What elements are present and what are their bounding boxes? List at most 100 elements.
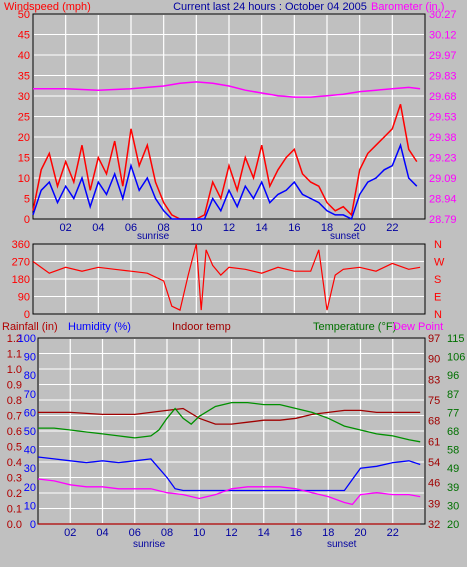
humidity-tick-label: 50 [24, 426, 36, 438]
humidity-tick-label: 10 [24, 500, 36, 512]
barometer-tick-label: 29.53 [429, 112, 457, 124]
direction-tick-label: 90 [18, 292, 30, 304]
indoor-temp-tick-label: 54 [428, 457, 440, 469]
x-tick-label: 10 [190, 222, 202, 234]
x-tick-label: 08 [158, 222, 170, 234]
indoor-temp-tick-label: 97 [428, 333, 440, 345]
temperature-tick-label: 20 [447, 519, 459, 531]
rainfall-axis-title: Rainfall (in) [2, 321, 58, 333]
compass-tick-label: S [434, 274, 441, 286]
sunrise-label-1: sunrise [137, 231, 170, 242]
humidity-tick-label: 0 [30, 519, 36, 531]
x-tick-label: 20 [354, 222, 366, 234]
rainfall-tick-label: 0.8 [7, 395, 22, 407]
direction-tick-label: 270 [12, 257, 30, 269]
barometer-tick-label: 29.68 [429, 91, 457, 103]
barometer-tick-label: 30.12 [429, 30, 457, 42]
temperature-tick-label: 87 [447, 389, 459, 401]
temperature-tick-label: 115 [447, 333, 465, 345]
x-tick-label: 10 [193, 527, 205, 539]
humidity-tick-label: 90 [24, 352, 36, 364]
direction-tick-label: 180 [12, 274, 30, 286]
windspeed-tick-label: 5 [24, 194, 30, 206]
humidity-tick-label: 100 [18, 333, 36, 345]
windspeed-tick-label: 40 [18, 50, 30, 62]
windspeed-tick-label: 15 [18, 153, 30, 165]
sunset-label-1: sunset [330, 231, 360, 242]
temperature-tick-label: 106 [447, 352, 465, 364]
rainfall-tick-label: 0.3 [7, 473, 22, 485]
x-tick-label: 16 [288, 222, 300, 234]
humidity-tick-label: 80 [24, 370, 36, 382]
barometer-tick-label: 29.38 [429, 132, 457, 144]
x-tick-label: 04 [92, 222, 104, 234]
x-tick-label: 16 [290, 527, 302, 539]
x-tick-label: 06 [129, 527, 141, 539]
rainfall-tick-label: 0.6 [7, 426, 22, 438]
rainfall-tick-label: 0.0 [7, 519, 22, 531]
windspeed-tick-label: 50 [18, 9, 30, 21]
indoor-temp-tick-label: 39 [428, 498, 440, 510]
chart-title: Current last 24 hours : October 04 2005 [173, 1, 367, 13]
x-tick-label: 22 [386, 222, 398, 234]
windspeed-axis-title: Windspeed (mph) [4, 1, 91, 13]
windspeed-tick-label: 30 [18, 91, 30, 103]
x-tick-label: 12 [225, 527, 237, 539]
x-tick-label: 02 [64, 527, 76, 539]
barometer-tick-label: 30.27 [429, 9, 457, 21]
humidity-tick-label: 20 [24, 482, 36, 494]
x-tick-label: 08 [161, 527, 173, 539]
indoor-temp-tick-label: 75 [428, 395, 440, 407]
barometer-tick-label: 29.83 [429, 71, 457, 83]
temperature-tick-label: 30 [447, 500, 459, 512]
direction-tick-label: 0 [24, 309, 30, 321]
barometer-tick-label: 29.97 [429, 50, 457, 62]
windspeed-tick-label: 20 [18, 132, 30, 144]
rainfall-tick-label: 0.4 [7, 457, 22, 469]
indoor-temp-title: Indoor temp [172, 321, 231, 333]
sunset-label-2: sunset [327, 539, 357, 550]
barometer-tick-label: 29.09 [429, 173, 457, 185]
temperature-tick-label: 39 [447, 482, 459, 494]
compass-tick-label: W [434, 257, 445, 269]
compass-tick-label: N [434, 239, 442, 251]
indoor-temp-tick-label: 83 [428, 374, 440, 386]
dew-point-line [37, 478, 421, 506]
humidity-tick-label: 30 [24, 463, 36, 475]
x-tick-label: 04 [96, 527, 108, 539]
rainfall-tick-label: 0.5 [7, 442, 22, 454]
temperature-humidity-panel: 1.21.11.00.90.80.70.60.50.40.30.20.10.01… [7, 333, 466, 539]
barometer-axis-title: Barometer (in.) [371, 1, 444, 13]
rainfall-tick-label: 0.9 [7, 380, 22, 392]
x-tick-label: 12 [223, 222, 235, 234]
rainfall-tick-label: 1.1 [7, 349, 22, 361]
windspeed-mph-line [32, 142, 418, 221]
indoor-temp-line [38, 407, 421, 425]
humidity-axis-title: Humidity (%) [68, 321, 131, 333]
dewpoint-title: Dew Point [393, 321, 443, 333]
temperature-tick-label: 77 [447, 407, 459, 419]
x-tick-label: 20 [354, 527, 366, 539]
rainfall-tick-label: 0.1 [7, 504, 22, 516]
x-tick-label: 06 [125, 222, 137, 234]
indoor-temp-tick-label: 32 [428, 519, 440, 531]
temperature-tick-label: 68 [447, 426, 459, 438]
barometer-tick-label: 28.94 [429, 194, 457, 206]
barometer-tick-label: 28.79 [429, 214, 457, 226]
temperature-f-line [38, 401, 421, 443]
indoor-temp-tick-label: 68 [428, 416, 440, 428]
indoor-temp-tick-label: 61 [428, 436, 440, 448]
direction-tick-label: 360 [12, 239, 30, 251]
temperature-tick-label: 49 [447, 463, 459, 475]
temperature-tick-label: 58 [447, 445, 459, 457]
x-tick-label: 22 [387, 527, 399, 539]
x-tick-label: 02 [60, 222, 72, 234]
windspeed-tick-label: 45 [18, 30, 30, 42]
windspeed-tick-label: 0 [24, 214, 30, 226]
temperature-tick-label: 96 [447, 370, 459, 382]
humidity-tick-label: 60 [24, 407, 36, 419]
